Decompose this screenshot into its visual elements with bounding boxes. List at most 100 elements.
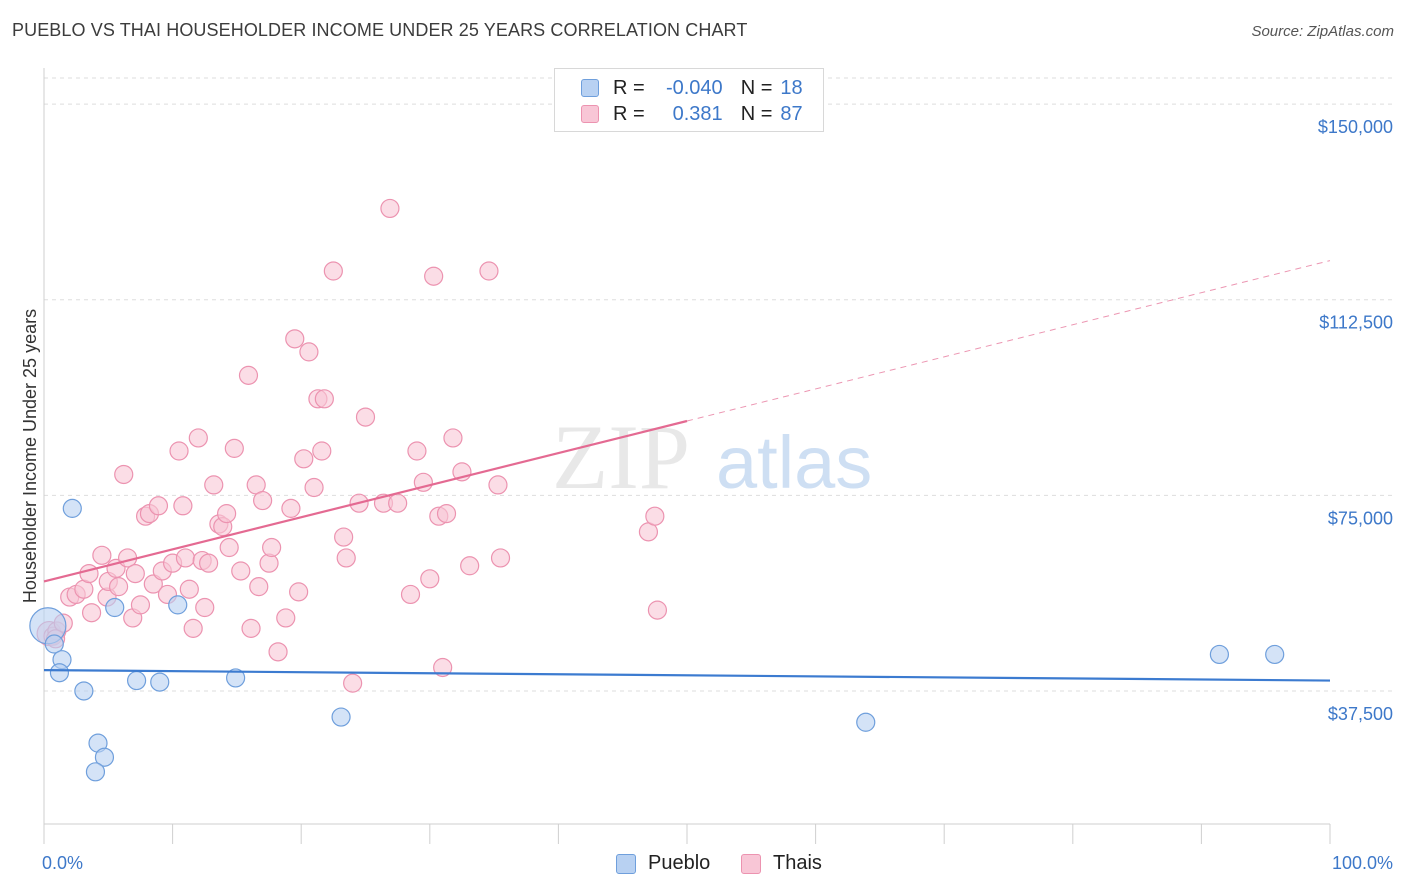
thai-point (645, 506, 665, 526)
thai-point (276, 608, 296, 628)
thai-point (289, 582, 309, 602)
pueblo-point (74, 681, 94, 701)
thai-point (388, 493, 408, 513)
thai-point (436, 504, 457, 524)
thai-point (199, 553, 219, 573)
thai-point (314, 389, 334, 409)
legend-pueblo-label: Pueblo (648, 852, 711, 874)
thai-point (334, 527, 354, 547)
n-label: N = (740, 76, 773, 99)
thai-point (224, 438, 244, 458)
thai-point (179, 579, 199, 599)
thai-point (130, 595, 151, 615)
trend-lines (43, 260, 1331, 682)
r-label: R = (613, 76, 645, 99)
thai-point (253, 490, 273, 511)
thai-point (294, 449, 314, 469)
tick-labels: $37,500 $75,000 $112,500 $150,000 0.0% 100.0% (42, 117, 1393, 873)
thai-point (173, 496, 193, 516)
chart-title: PUEBLO VS THAI HOUSEHOLDER INCOME UNDER … (12, 20, 748, 40)
y-tick-label: $37,500 (1328, 704, 1393, 724)
thai-point (400, 584, 421, 605)
thai-point (490, 548, 511, 568)
thai-point (183, 618, 203, 638)
thai-point (169, 441, 189, 461)
thai-point (231, 561, 251, 581)
n-label: N = (740, 102, 773, 125)
thai-point (148, 496, 169, 516)
pueblo-point (85, 762, 106, 782)
pueblo-point (44, 634, 64, 654)
stats-legend: R = -0.040 N = 18 R = 0.381 N = 87 (554, 68, 824, 132)
thai-point (433, 657, 453, 678)
pueblo-point (856, 712, 876, 732)
thai-point (195, 597, 215, 618)
pueblo-point (226, 668, 246, 688)
thai-point (81, 603, 102, 623)
trend-line-extension-thais (686, 260, 1331, 422)
thai-point (241, 618, 261, 638)
thai-point (92, 545, 112, 565)
thai-point (249, 577, 269, 597)
thai-point (285, 329, 305, 349)
thai-point (268, 642, 288, 662)
thai-point (443, 428, 463, 448)
y-axis-label: Householder Income Under 25 years (20, 309, 40, 603)
thai-point (125, 563, 145, 584)
thai-point (217, 504, 237, 524)
thai-point (79, 563, 99, 584)
legend-item-thais[interactable]: Thais (741, 852, 822, 875)
pueblo-point (62, 498, 82, 518)
thai-point (304, 477, 324, 498)
y-tick-label: $112,500 (1319, 313, 1393, 333)
thai-point (424, 266, 444, 286)
series-legend: Pueblo Thais (0, 852, 1406, 878)
pueblo-r-value: -0.040 (665, 76, 723, 99)
legend-row-thais: R = 0.381 N = 87 (581, 101, 803, 127)
thai-point (343, 673, 363, 693)
thai-point (460, 556, 480, 576)
trend-line-pueblo (43, 669, 1331, 682)
thai-point (380, 198, 400, 219)
pueblo-point (168, 595, 188, 615)
thai-point (488, 475, 508, 495)
pueblo-points (29, 498, 1285, 782)
pueblo-swatch (581, 79, 599, 97)
thai-point (355, 407, 376, 427)
thai-point (108, 577, 129, 597)
pueblo-point (49, 663, 70, 683)
pueblo-point (1209, 644, 1230, 665)
watermark-zip: ZIP (552, 406, 690, 508)
thais-swatch (581, 105, 599, 123)
thai-point (238, 365, 259, 385)
legend-row-pueblo: R = -0.040 N = 18 (581, 75, 803, 101)
x-tick-label: 100.0% (1332, 853, 1393, 873)
pueblo-n-value: 18 (780, 76, 803, 99)
pueblo-swatch (616, 853, 636, 874)
thai-point (336, 548, 356, 568)
thai-point (323, 261, 343, 281)
thai-point (479, 261, 499, 281)
trend-line-thais (43, 419, 688, 583)
y-tick-label: $150,000 (1318, 117, 1393, 137)
thai-point (281, 498, 301, 518)
pueblo-point (331, 707, 351, 727)
thais-n-value: 87 (780, 102, 803, 125)
thai-point (143, 574, 163, 594)
legend-item-pueblo[interactable]: Pueblo (616, 852, 710, 875)
legend-thais-label: Thais (773, 852, 822, 874)
watermark: ZIP atlas (552, 406, 872, 508)
thais-r-value: 0.381 (672, 102, 723, 125)
x-tick-label: 0.0% (42, 853, 83, 873)
thai-point (175, 548, 196, 568)
watermark-atlas: atlas (716, 421, 872, 504)
thai-point (420, 569, 440, 589)
pueblo-point (150, 672, 170, 692)
thai-point (204, 475, 224, 495)
thai-point (407, 441, 427, 461)
thai-point (299, 342, 319, 362)
thais-swatch (741, 853, 761, 874)
pueblo-point (1265, 644, 1285, 665)
thai-point (262, 537, 282, 558)
